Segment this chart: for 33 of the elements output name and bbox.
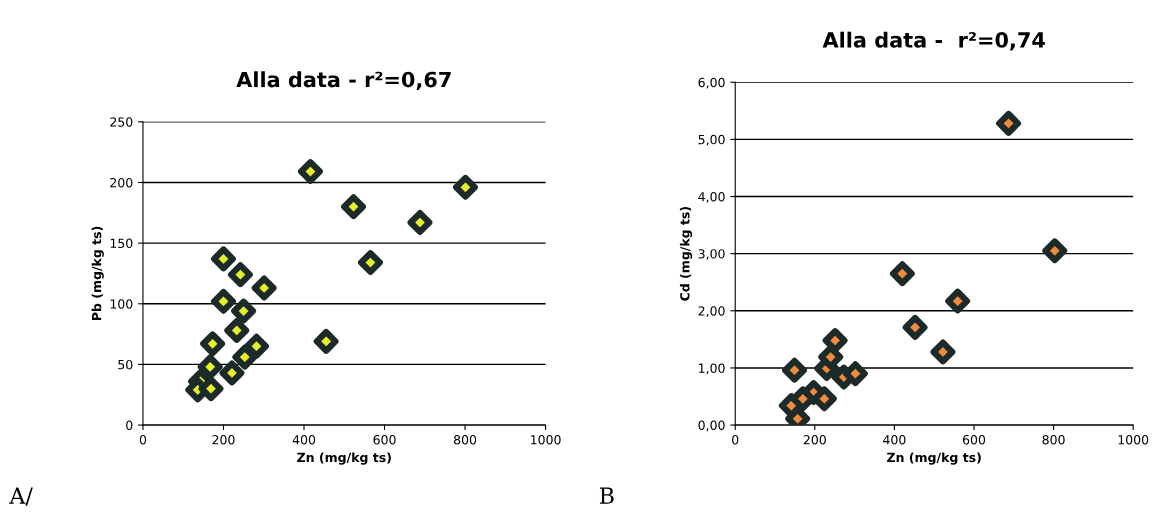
x-axis-title: Zn (mg/kg ts) [887,452,981,465]
y-tick-label: 100 [110,299,133,309]
y-tick-label: 5,00 [698,134,725,146]
y-tick-label: 3,00 [698,249,725,260]
x-tick-label: 800 [453,435,477,445]
x-tick-label: 200 [803,435,826,445]
y-axis-title: Cd (mg/kg ts) [679,207,693,301]
x-tick-label: 400 [883,435,906,445]
chart-title: Alla data - r²=0,74 [822,31,1045,51]
y-tick-label: 6,00 [698,77,725,89]
y-tick-label: 2,00 [698,306,725,317]
y-tick-label: 50 [118,359,133,370]
y-tick-label: 1,00 [699,363,725,375]
x-tick-label: 600 [962,435,986,445]
x-tick-label: 0 [139,435,147,445]
x-tick-label: 800 [1042,435,1065,445]
y-tick-label: 4,00 [698,191,725,203]
y-tick-label: 0 [126,420,133,430]
y-axis-title: Pb (mg/kg ts) [91,226,104,321]
x-tick-label: 600 [373,435,396,445]
x-tick-label: 1000 [1118,435,1149,445]
y-tick-label: 150 [110,238,133,249]
x-tick-label: 0 [732,435,739,445]
text: B [599,487,614,504]
y-tick-label: 0,00 [698,420,725,432]
y-tick-label: 200 [110,177,133,188]
x-tick-label: 400 [292,435,316,445]
x-tick-label: 200 [212,435,235,445]
x-axis-title: Zn (mg/kg ts) [297,452,391,465]
chart-title: Alla data - r²=0,67 [236,71,451,91]
text: A/ [9,487,33,506]
x-tick-label: 1000 [531,435,561,445]
y-tick-label: 250 [110,117,133,127]
